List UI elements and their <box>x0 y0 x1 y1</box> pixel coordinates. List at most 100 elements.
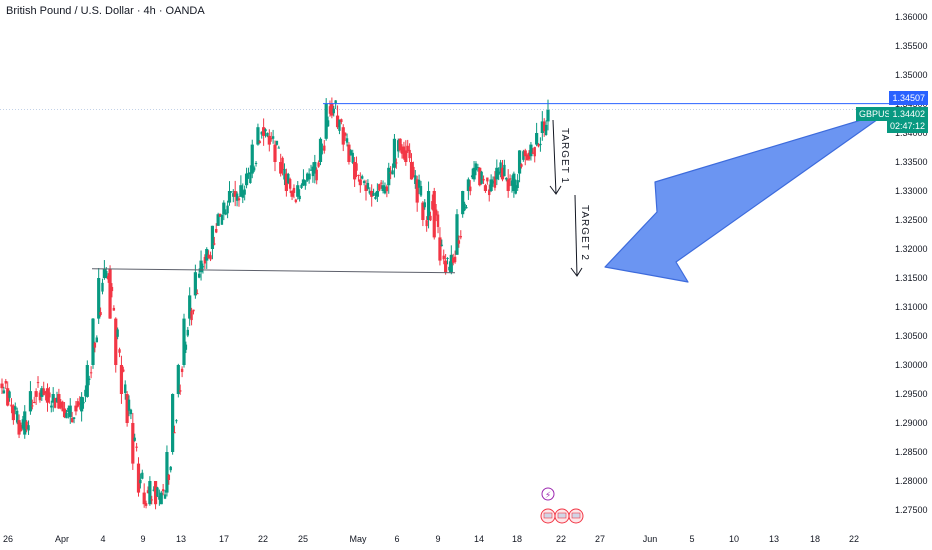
candle-body <box>537 144 540 147</box>
lightning-glyph: ⚡ <box>545 491 551 501</box>
candle-body <box>23 411 27 435</box>
candle-body <box>199 260 203 273</box>
price-tick-label: 1.32500 <box>895 215 928 225</box>
candle-body <box>110 286 114 292</box>
candle-body <box>266 132 269 137</box>
candle-body <box>423 202 426 208</box>
candle-body <box>218 213 222 217</box>
candle-body <box>334 100 337 104</box>
candle-body <box>338 119 341 131</box>
candle-body <box>345 138 349 143</box>
candle-body <box>179 390 182 392</box>
candle-body <box>2 390 6 394</box>
candle-body <box>207 254 210 259</box>
candle-body <box>349 150 353 156</box>
candle-body <box>489 179 493 191</box>
candle-body <box>89 372 93 374</box>
candle-body <box>361 176 364 179</box>
candle-body <box>19 424 23 432</box>
candle-body <box>273 144 277 162</box>
candle-body <box>340 119 343 123</box>
price-tick-label: 1.32000 <box>895 244 928 254</box>
candle-body <box>0 383 4 389</box>
candle-body <box>34 391 38 397</box>
flag-shape <box>557 512 567 519</box>
candle-body <box>391 170 394 175</box>
candle-body <box>529 144 533 157</box>
candle-body <box>70 418 74 423</box>
pointer-arrow <box>604 111 889 283</box>
candle-body <box>318 138 323 162</box>
candle-body <box>224 212 227 215</box>
candle-body <box>50 405 53 408</box>
candle-body <box>102 268 106 278</box>
candle-body <box>455 214 459 255</box>
candle-body <box>25 421 28 430</box>
candle-body <box>465 207 468 209</box>
time-tick-label: 13 <box>176 534 186 544</box>
candle-body <box>158 496 161 500</box>
candle-body <box>442 255 445 260</box>
candle-body <box>237 198 241 201</box>
candle-body <box>525 154 529 161</box>
candle-body <box>51 394 55 403</box>
time-tick-label: 26 <box>3 534 13 544</box>
candle-body <box>62 408 67 418</box>
candle-body <box>307 173 311 180</box>
time-tick-label: 5 <box>689 534 694 544</box>
candle-body <box>91 318 95 365</box>
candle-body <box>288 179 292 189</box>
candle-body <box>315 169 318 181</box>
candle-body <box>309 169 313 171</box>
candle-body <box>415 179 419 203</box>
candle-body <box>136 463 141 493</box>
resistance-price-tag: 1.34507 <box>889 91 928 105</box>
candle-body <box>40 388 44 397</box>
candle-body <box>125 394 129 423</box>
candle-body <box>474 163 478 171</box>
candle-body <box>82 402 85 404</box>
candle-body <box>279 162 283 174</box>
time-tick-label: 10 <box>729 534 739 544</box>
candle-body <box>76 401 80 407</box>
candle-body <box>28 391 33 412</box>
candle-body <box>409 162 414 180</box>
candle-body <box>500 167 505 180</box>
candle-body <box>135 446 138 448</box>
candle-body <box>495 167 499 180</box>
time-tick-label: 6 <box>394 534 399 544</box>
candle-body <box>476 167 480 169</box>
candle-body <box>306 173 309 181</box>
candle-body <box>74 405 78 412</box>
candle-body <box>150 499 153 501</box>
candle-body <box>10 404 13 407</box>
candle-body <box>426 191 431 220</box>
candle-body <box>193 272 197 296</box>
candle-body <box>505 177 508 180</box>
candle-body <box>267 135 271 145</box>
time-tick-label: 13 <box>769 534 779 544</box>
price-tick-label: 1.27500 <box>895 505 928 515</box>
candle-body <box>290 191 294 197</box>
time-tick-label: 27 <box>595 534 605 544</box>
candle-body <box>144 503 148 506</box>
time-tick-label: 22 <box>849 534 859 544</box>
candle-body <box>15 410 19 423</box>
candle-body <box>232 193 235 197</box>
candle-body <box>440 244 444 246</box>
target2-arrow <box>574 194 578 277</box>
candle-body <box>510 180 514 186</box>
candle-body <box>332 108 335 114</box>
candle-body <box>323 145 326 151</box>
candle-body <box>106 275 110 280</box>
candle-body <box>114 318 118 365</box>
candle-body <box>434 209 438 216</box>
candle-body <box>252 167 256 171</box>
candle-body <box>283 168 286 180</box>
time-tick-label: 9 <box>140 534 145 544</box>
candle-body <box>196 293 199 295</box>
candle-body <box>483 185 488 191</box>
candle-body <box>357 174 360 176</box>
target1-arrow <box>552 119 557 195</box>
